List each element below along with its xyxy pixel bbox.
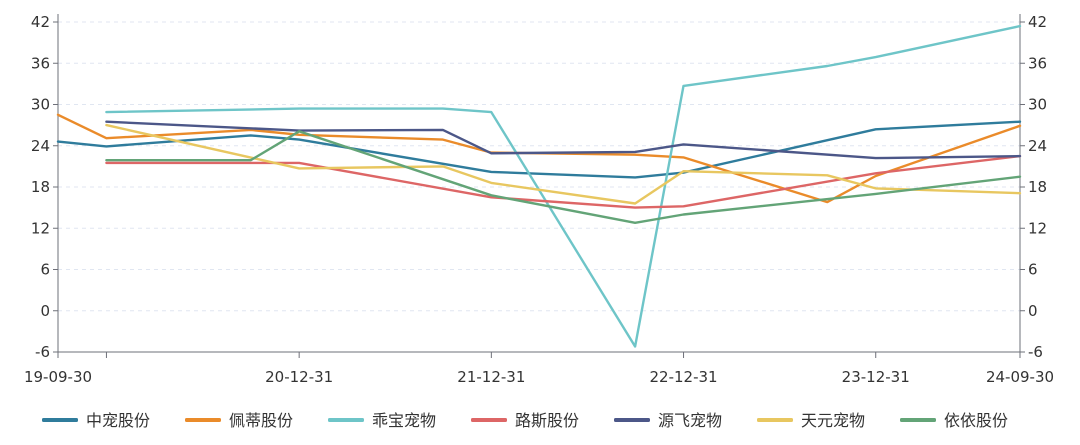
x-tick-label: 24-09-30 xyxy=(986,368,1054,386)
series-line-3 xyxy=(105,24,1022,348)
legend-item-6[interactable]: 天元宠物 xyxy=(757,411,865,430)
legend-swatch xyxy=(185,418,221,422)
y-tick-label-left: 36 xyxy=(31,54,50,72)
y-tick-label-right: 18 xyxy=(1028,178,1047,196)
y-tick-label-right: 0 xyxy=(1028,302,1038,320)
legend-label: 乖宝宠物 xyxy=(372,411,436,430)
legend-item-3[interactable]: 乖宝宠物 xyxy=(328,411,436,430)
y-tick-label-right: 30 xyxy=(1028,96,1047,114)
series-lines xyxy=(56,24,1022,348)
x-tick-label: 20-12-31 xyxy=(265,368,333,386)
legend-swatch xyxy=(42,418,78,422)
y-tick-label-right: 24 xyxy=(1028,137,1047,155)
legend-label: 源飞宠物 xyxy=(658,411,722,430)
x-tick-label: 21-12-31 xyxy=(457,368,525,386)
series-line-5 xyxy=(105,120,1022,160)
legend[interactable]: 中宠股份 佩蒂股份 乖宝宠物 路斯股份 源飞宠物 天元宠物 依依股份 xyxy=(42,411,1008,430)
y-tick-label-left: 30 xyxy=(31,96,50,114)
y-tick-label-left: 0 xyxy=(40,302,50,320)
legend-item-2[interactable]: 佩蒂股份 xyxy=(185,411,293,430)
legend-swatch xyxy=(757,418,793,422)
y-tick-label-right: -6 xyxy=(1028,343,1043,361)
x-tick-label: 23-12-31 xyxy=(842,368,910,386)
y-tick-label-right: 12 xyxy=(1028,219,1047,237)
y-tick-label-left: -6 xyxy=(35,343,50,361)
legend-item-4[interactable]: 路斯股份 xyxy=(471,411,579,430)
axes: -6 -6 0 0 6 6 12 12 18 18 24 24 30 30 36 36 42 42 19-09-30… xyxy=(24,13,1054,386)
y-tick-label-left: 12 xyxy=(31,219,50,237)
series-line-4 xyxy=(105,154,1022,209)
y-tick-label-left: 24 xyxy=(31,137,50,155)
y-tick-label-left: 6 xyxy=(40,261,50,279)
legend-label: 依依股份 xyxy=(944,411,1008,430)
legend-swatch xyxy=(328,418,364,422)
legend-swatch xyxy=(614,418,650,422)
legend-swatch xyxy=(471,418,507,422)
legend-swatch xyxy=(900,418,936,422)
series-line-7 xyxy=(105,130,1022,225)
series-line-6 xyxy=(105,123,1022,205)
legend-item-1[interactable]: 中宠股份 xyxy=(42,411,150,430)
series-line-1 xyxy=(56,120,1022,179)
y-tick-label-left: 42 xyxy=(31,13,50,31)
legend-label: 天元宠物 xyxy=(801,411,865,430)
legend-label: 路斯股份 xyxy=(515,411,579,430)
legend-item-5[interactable]: 源飞宠物 xyxy=(614,411,722,430)
y-tick-label-left: 18 xyxy=(31,178,50,196)
y-tick-label-right: 42 xyxy=(1028,13,1047,31)
legend-item-7[interactable]: 依依股份 xyxy=(900,411,1008,430)
legend-label: 中宠股份 xyxy=(86,411,150,430)
legend-label: 佩蒂股份 xyxy=(229,411,293,430)
x-tick-label: 22-12-31 xyxy=(649,368,717,386)
x-tick-label: 19-09-30 xyxy=(24,368,92,386)
y-tick-label-right: 6 xyxy=(1028,261,1038,279)
y-tick-label-right: 36 xyxy=(1028,54,1047,72)
grid-lines xyxy=(58,21,1020,312)
